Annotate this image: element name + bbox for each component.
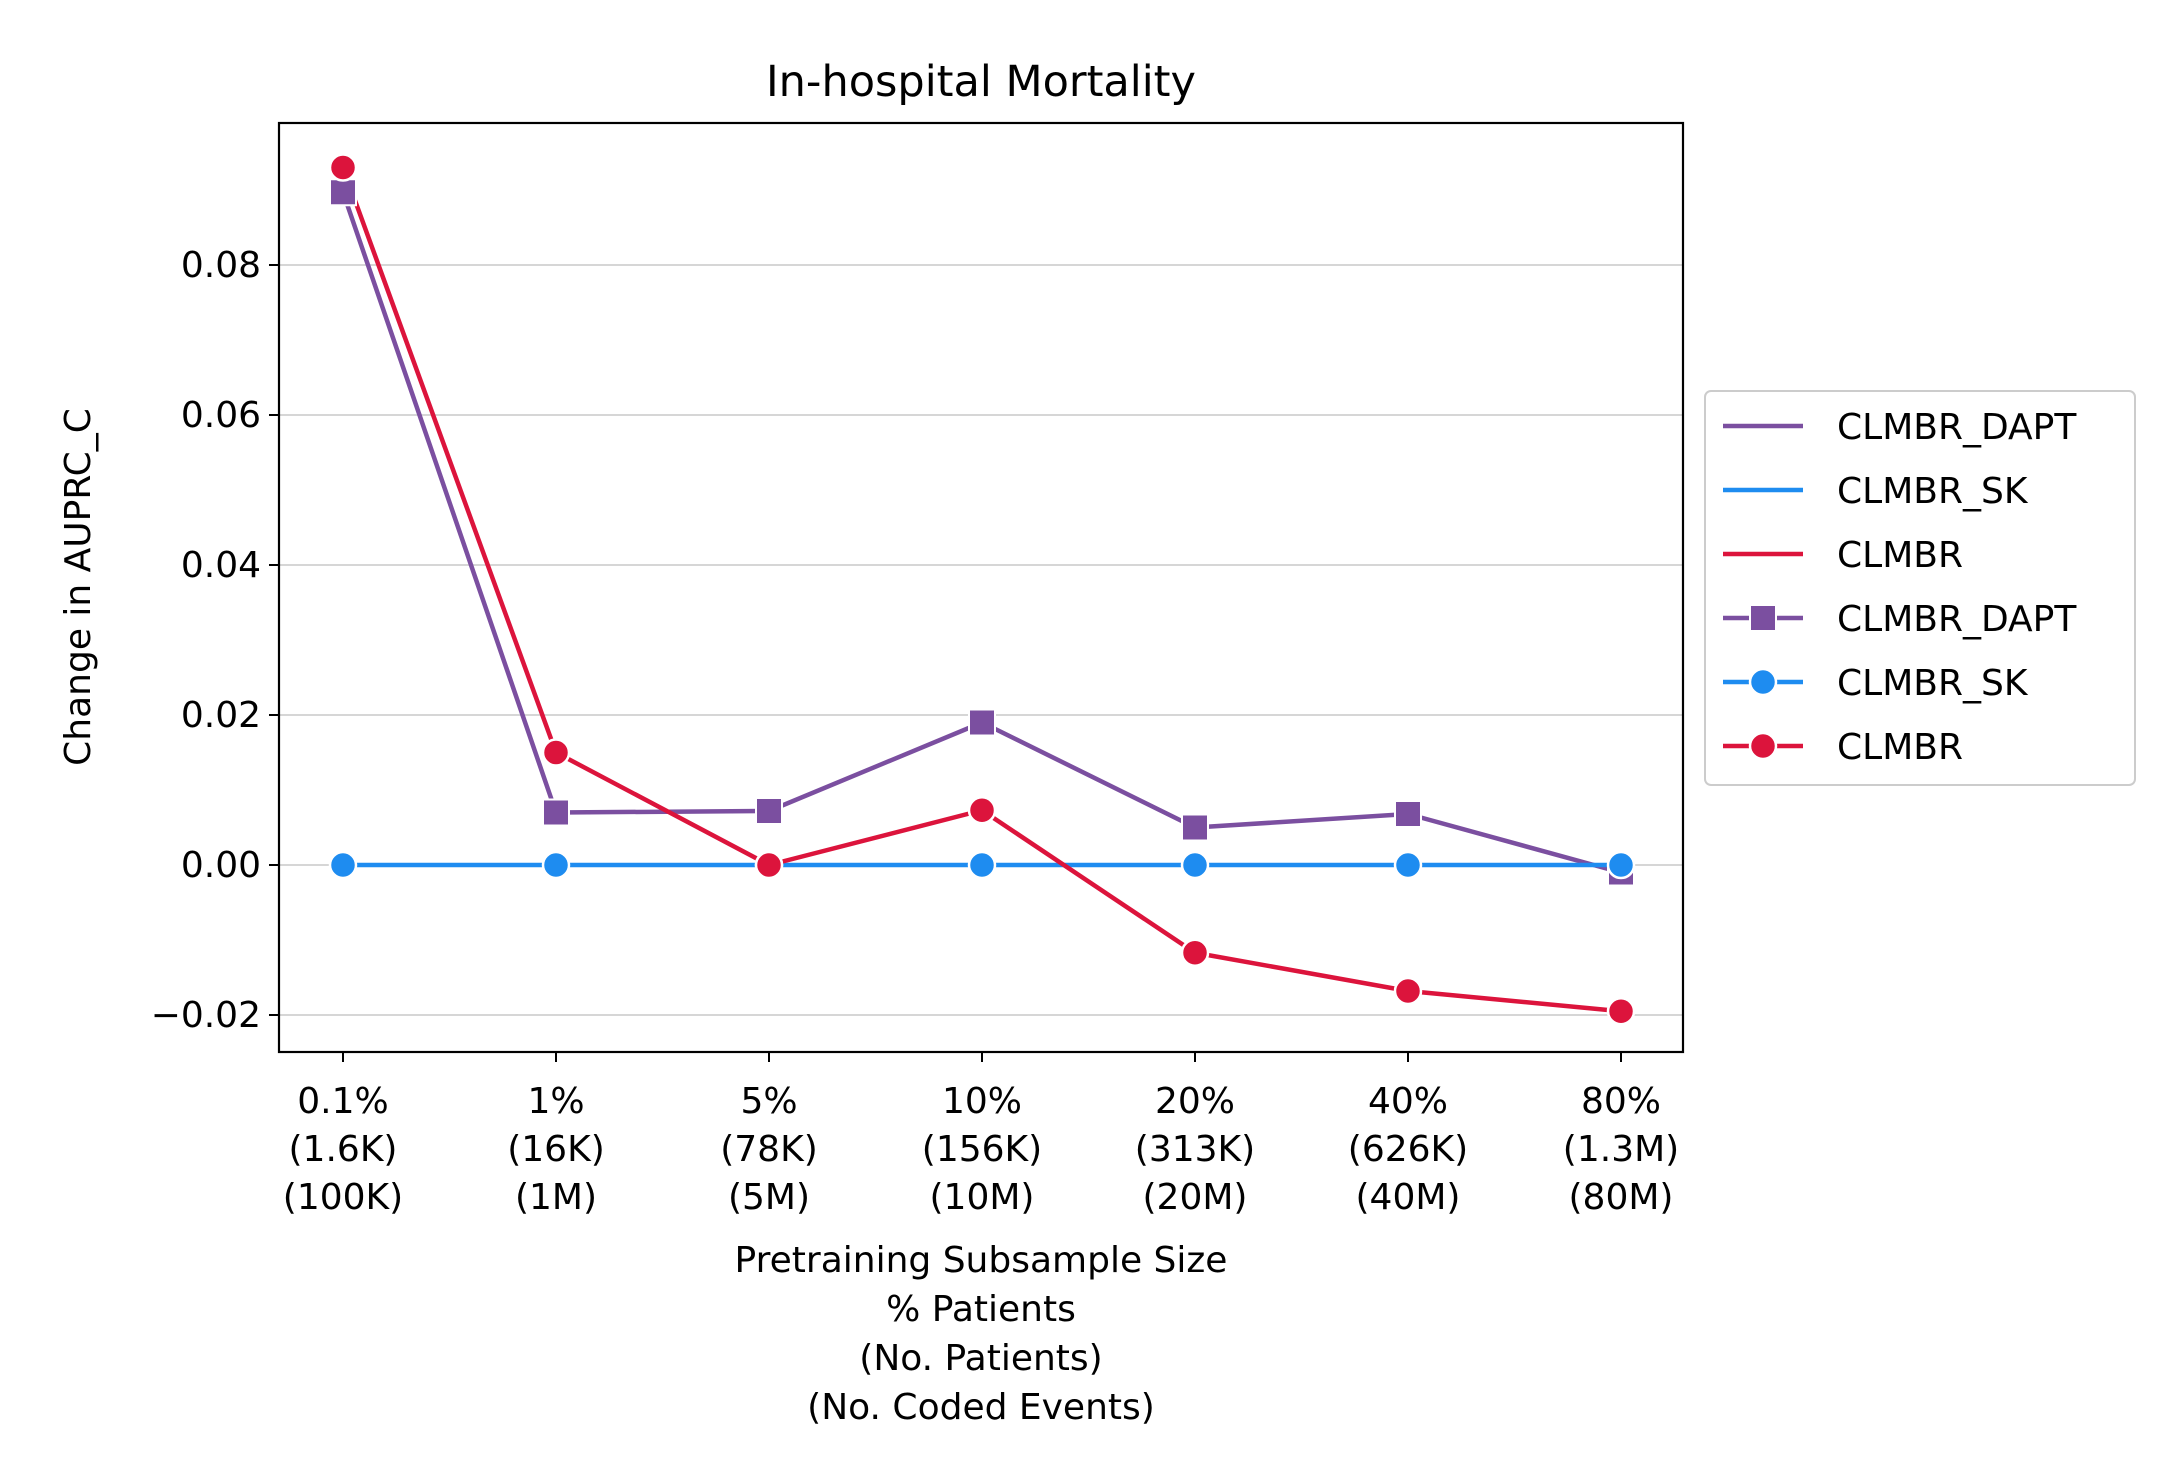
y-tick-label: −0.02 — [151, 995, 261, 1036]
data-point-circle — [967, 796, 997, 825]
data-point-square — [329, 178, 357, 207]
data-point-square — [755, 797, 783, 825]
y-tick-label: 0.02 — [181, 695, 261, 736]
x-tick-label: 1% (16K) (1M) — [507, 1081, 605, 1218]
plot-area-frame — [277, 121, 1685, 1054]
x-tick-label: 40% (626K) (40M) — [1348, 1081, 1468, 1218]
y-tick-label: 0.00 — [181, 845, 261, 886]
data-point-circle — [967, 850, 997, 880]
data-point-circle — [1180, 850, 1210, 880]
gridlines — [279, 264, 1683, 1016]
chart-title: In-hospital Mortality — [766, 57, 1196, 107]
data-point-circle — [1393, 976, 1423, 1006]
data-point-square — [1394, 800, 1422, 828]
x-tick-label: 80% (1.3M) (80M) — [1563, 1081, 1679, 1218]
data-point-circle — [754, 850, 784, 880]
data-point-circle — [328, 850, 358, 880]
data-point-square — [542, 798, 570, 827]
legend-swatch-circle — [1748, 731, 1778, 761]
series-markers — [328, 153, 1636, 1026]
legend-swatch-circle — [1748, 667, 1778, 697]
series-line-clmbr — [340, 166, 1622, 1014]
legend-label: CLMBR_SK — [1837, 663, 2029, 704]
legend-label: CLMBR — [1837, 535, 1963, 576]
data-point-circle — [1180, 938, 1210, 967]
x-tick-label: 0.1% (1.6K) (100K) — [283, 1081, 403, 1218]
data-point-circle — [1606, 850, 1636, 880]
x-axis-ticks: 0.1% (1.6K) (100K) 1% (16K) (1M) 5% (78K) (5M) 10… — [283, 1052, 1679, 1218]
data-point-circle — [328, 153, 358, 182]
data-point-circle — [541, 738, 571, 767]
x-tick-label: 10% (156K) (10M) — [922, 1081, 1042, 1218]
x-axis-label: Pretraining Subsample Size% Patients (No.… — [735, 1240, 1228, 1428]
data-point-circle — [541, 850, 571, 880]
legend-box — [1704, 390, 2136, 786]
y-axis-ticks: −0.02 0.00 0.02 0.04 0.06 0.08 — [151, 245, 279, 1036]
y-tick-label: 0.04 — [181, 545, 261, 586]
y-tick-label: 0.08 — [181, 245, 261, 286]
series-line-clmbr-dapt — [340, 191, 1622, 875]
legend-swatch-square — [1749, 604, 1777, 632]
data-point-square — [1181, 813, 1209, 842]
legend-label: CLMBR_SK — [1837, 471, 2029, 512]
x-tick-label: 20% (313K) (20M) — [1135, 1081, 1255, 1218]
legend-label: CLMBR_DAPT — [1837, 599, 2077, 640]
legend: CLMBR_DAPT CLMBR_SK CLMBR CLMBR_DAPT CLMBR_S… — [1704, 390, 2136, 786]
y-tick-label: 0.06 — [181, 395, 261, 436]
x-tick-label: 5% (78K) (5M) — [720, 1081, 818, 1218]
series-lines — [340, 166, 1622, 1014]
data-point-square — [968, 708, 996, 737]
y-axis-label: Change in AUPRC_C — [58, 408, 99, 766]
data-point-circle — [1393, 850, 1423, 880]
legend-label: CLMBR — [1837, 727, 1963, 768]
x-axis-label-text: Pretraining Subsample Size% Patients (No.… — [735, 1240, 1228, 1428]
data-point-circle — [1606, 997, 1636, 1026]
legend-label: CLMBR_DAPT — [1837, 407, 2077, 448]
